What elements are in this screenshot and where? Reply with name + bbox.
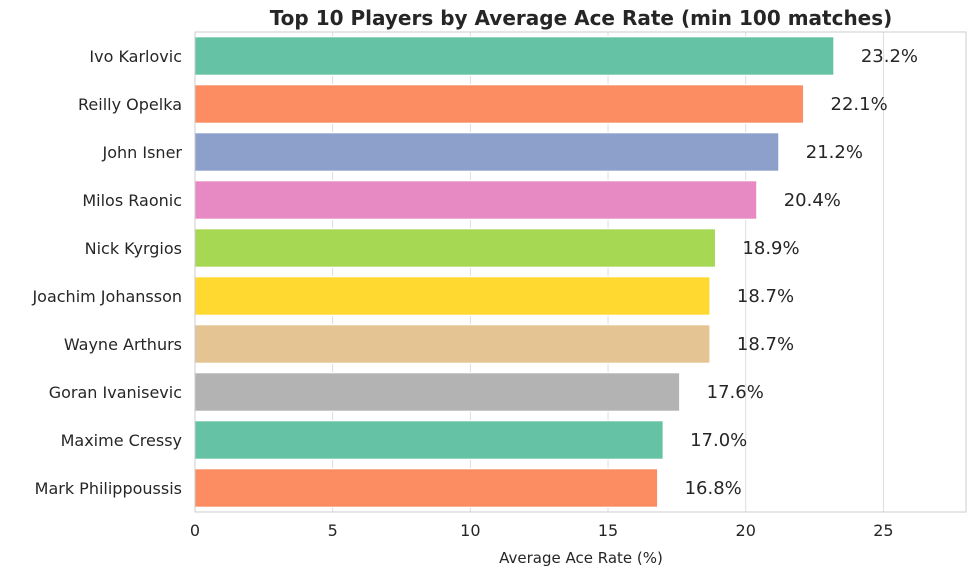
data-labels: 23.2% 22.1% 21.2% 20.4% 18.9% 18.7% 18.7% 17.6%…: [685, 46, 918, 499]
bar: [194, 228, 716, 268]
data-label: 20.4%: [784, 190, 841, 211]
data-label: 23.2%: [861, 46, 918, 67]
x-tick-label: 15: [598, 521, 618, 540]
bar: [194, 276, 711, 316]
bar: [194, 468, 659, 508]
bar: [194, 132, 780, 172]
x-tick-label: 5: [328, 521, 338, 540]
y-tick-label: Reilly Opelka: [78, 95, 182, 114]
bar: [194, 420, 664, 460]
y-tick-label: Nick Kyrgios: [85, 239, 182, 258]
data-label: 17.0%: [690, 430, 747, 451]
x-tick-labels: 0 5 10 15 20 25: [190, 521, 894, 540]
bar: [194, 372, 681, 412]
bar: [194, 36, 835, 76]
y-tick-label: Maxime Cressy: [61, 431, 182, 450]
y-tick-label: John Isner: [102, 143, 183, 162]
y-tick-label: Milos Raonic: [82, 191, 182, 210]
x-tick-label: 20: [736, 521, 756, 540]
data-label: 21.2%: [806, 142, 863, 163]
y-tick-label: Ivo Karlovic: [89, 47, 182, 66]
bars: [194, 36, 835, 508]
y-tick-label: Mark Philippoussis: [35, 479, 182, 498]
data-label: 18.7%: [737, 286, 794, 307]
x-tick-label: 10: [460, 521, 480, 540]
y-tick-label: Joachim Johansson: [31, 287, 182, 306]
data-label: 22.1%: [831, 94, 888, 115]
bar: [194, 324, 711, 364]
bar: [194, 84, 805, 124]
x-tick-label: 25: [873, 521, 893, 540]
y-tick-labels: Ivo Karlovic Reilly Opelka John Isner Milos…: [31, 47, 182, 498]
bar: [194, 180, 758, 220]
data-label: 17.6%: [707, 382, 764, 403]
chart-title: Top 10 Players by Average Ace Rate (min …: [270, 6, 893, 30]
x-axis-label: Average Ace Rate (%): [499, 549, 663, 567]
data-label: 18.9%: [742, 238, 799, 259]
x-tick-label: 0: [190, 521, 200, 540]
plot-frame: [194, 31, 967, 513]
data-label: 18.7%: [737, 334, 794, 355]
data-label: 16.8%: [685, 478, 742, 499]
y-tick-label: Wayne Arthurs: [64, 335, 182, 354]
y-tick-label: Goran Ivanisevic: [49, 383, 182, 402]
